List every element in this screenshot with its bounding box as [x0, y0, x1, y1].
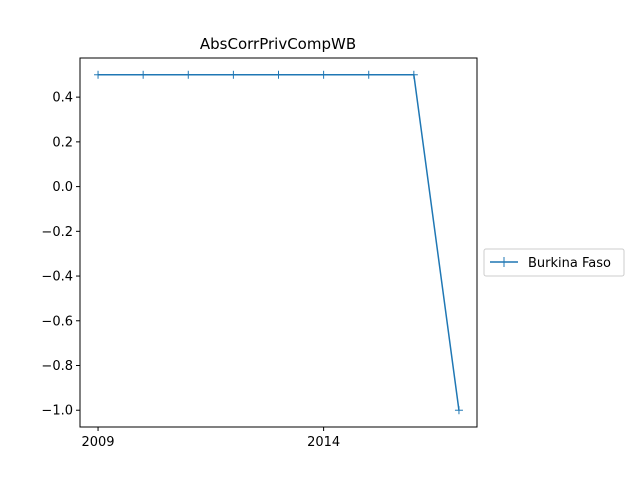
plot-area: [94, 70, 463, 415]
data-point: [454, 406, 463, 415]
legend-box: [483, 248, 625, 277]
y-tick-label: −1.0: [41, 404, 73, 419]
chart-title: AbsCorrPrivCompWB: [200, 35, 356, 53]
y-tick-label: −0.8: [41, 359, 73, 374]
plot-frame: [79, 57, 478, 428]
x-tick-label: 2014: [307, 435, 340, 450]
data-point: [229, 70, 238, 79]
y-tick-label: −0.6: [41, 314, 73, 329]
y-axis: 0.4 0.2 0.0 −0.2 −0.4 −0.6 −0.8 −1.0: [41, 91, 80, 419]
series-line-burkina-faso: [98, 74, 460, 411]
legend: Burkina Faso: [483, 248, 625, 277]
data-point: [319, 70, 328, 79]
data-point: [409, 70, 418, 79]
y-tick-label: −0.4: [41, 270, 73, 285]
legend-label-burkina-faso: Burkina Faso: [528, 256, 611, 271]
y-tick-label: 0.2: [52, 135, 73, 150]
data-point: [364, 70, 373, 79]
x-axis: 2009 2014: [81, 427, 340, 450]
y-tick-label: 0.4: [52, 91, 73, 106]
x-tick-label: 2009: [81, 435, 114, 450]
data-point: [184, 70, 193, 79]
data-point: [274, 70, 283, 79]
y-tick-label: −0.2: [41, 225, 73, 240]
y-tick-label: 0.0: [52, 180, 73, 195]
data-point: [94, 70, 103, 79]
data-point: [139, 70, 148, 79]
